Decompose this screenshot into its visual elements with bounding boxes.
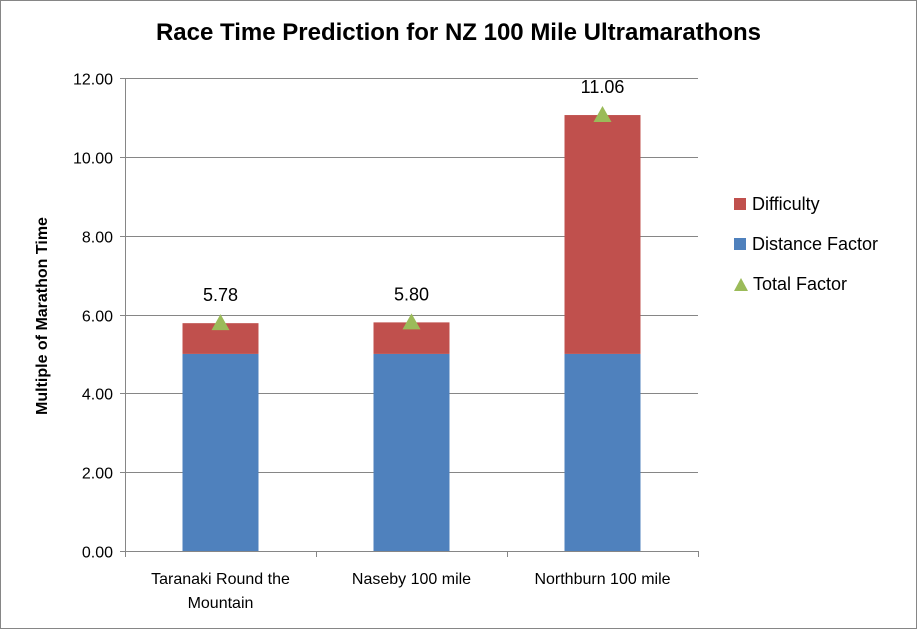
x-category-label: Northburn 100 mile xyxy=(534,571,670,588)
marker-total-factor xyxy=(402,313,421,330)
legend-item-distance-factor: Distance Factor xyxy=(734,224,878,264)
chart-title: Race Time Prediction for NZ 100 Mile Ult… xyxy=(155,19,762,46)
legend-swatch-distance-factor xyxy=(734,238,746,250)
y-tick-label: 4.00 xyxy=(82,387,113,404)
y-tick-label: 0.00 xyxy=(82,545,113,562)
bar-distance-factor xyxy=(182,353,259,551)
legend-item-total-factor: Total Factor xyxy=(734,264,878,304)
legend-swatch-difficulty xyxy=(734,198,746,210)
legend-item-difficulty: Difficulty xyxy=(734,184,878,224)
bar-difficulty xyxy=(564,115,641,354)
marker-total-factor xyxy=(593,106,612,123)
bar-distance-factor xyxy=(564,353,641,551)
data-label: 11.06 xyxy=(581,77,625,97)
bar-distance-factor xyxy=(373,353,450,551)
x-category-label: Taranaki Round the xyxy=(151,571,290,588)
y-tick-label: 8.00 xyxy=(82,230,113,247)
legend-label-distance-factor: Distance Factor xyxy=(752,233,879,254)
marker-total-factor xyxy=(211,314,230,331)
legend-marker-total-factor xyxy=(734,277,748,291)
legend-label-total-factor: Total Factor xyxy=(753,273,848,294)
y-tick-label: 10.00 xyxy=(73,151,113,168)
x-category-label: Naseby 100 mile xyxy=(352,571,471,588)
legend: Difficulty Distance Factor Total Factor xyxy=(734,184,878,304)
y-tick-label: 12.00 xyxy=(73,72,113,89)
data-label: 5.78 xyxy=(203,285,238,305)
y-tick-label: 2.00 xyxy=(82,466,113,483)
x-category-label: Mountain xyxy=(188,595,254,612)
legend-label-difficulty: Difficulty xyxy=(752,193,820,214)
y-tick-label: 6.00 xyxy=(82,309,113,326)
data-label: 5.80 xyxy=(394,284,429,304)
